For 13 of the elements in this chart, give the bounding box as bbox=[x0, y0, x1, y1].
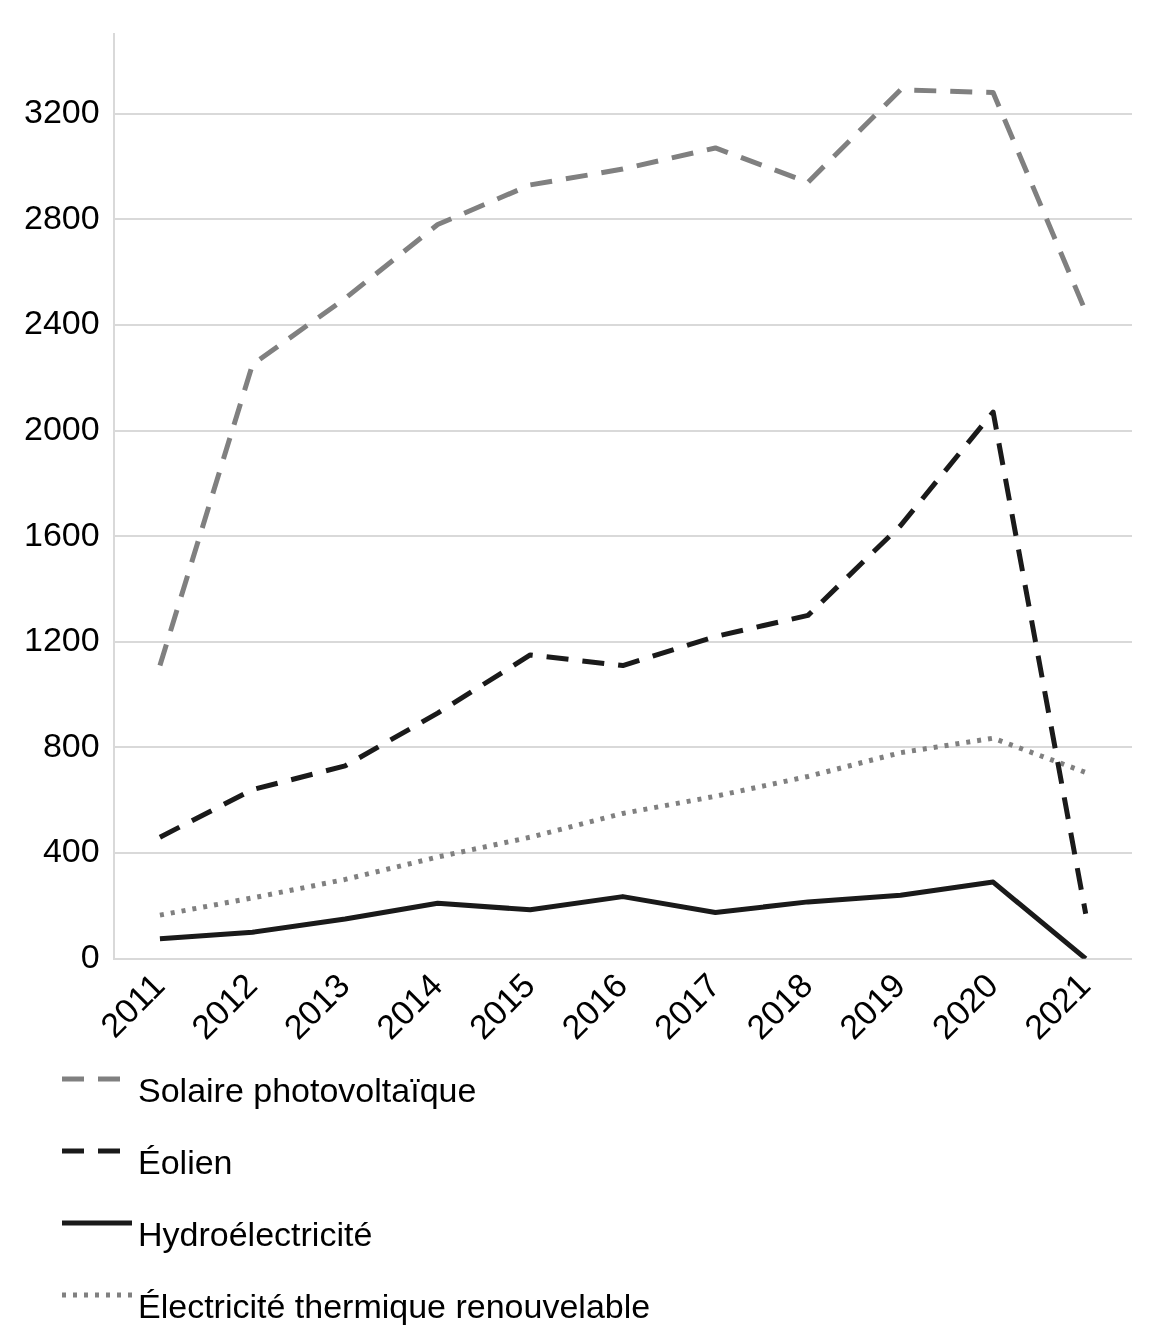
y-tick-label: 400 bbox=[42, 831, 100, 870]
y-tick-label: 0 bbox=[80, 937, 100, 976]
y-tick-label: 2400 bbox=[24, 303, 100, 342]
legend-label: Éolien bbox=[138, 1143, 233, 1182]
legend-label: Solaire photovoltaïque bbox=[138, 1071, 477, 1110]
y-tick-label: 1600 bbox=[24, 514, 100, 553]
y-tick-label: 2800 bbox=[24, 197, 100, 236]
legend-label: Hydroélectricité bbox=[138, 1215, 373, 1254]
y-tick-label: 2000 bbox=[24, 408, 100, 447]
y-tick-label: 3200 bbox=[24, 92, 100, 130]
legend-label: Électricité thermique renouvelable bbox=[138, 1287, 651, 1326]
y-tick-label: 1200 bbox=[24, 620, 100, 659]
y-tick-label: 800 bbox=[42, 725, 100, 764]
